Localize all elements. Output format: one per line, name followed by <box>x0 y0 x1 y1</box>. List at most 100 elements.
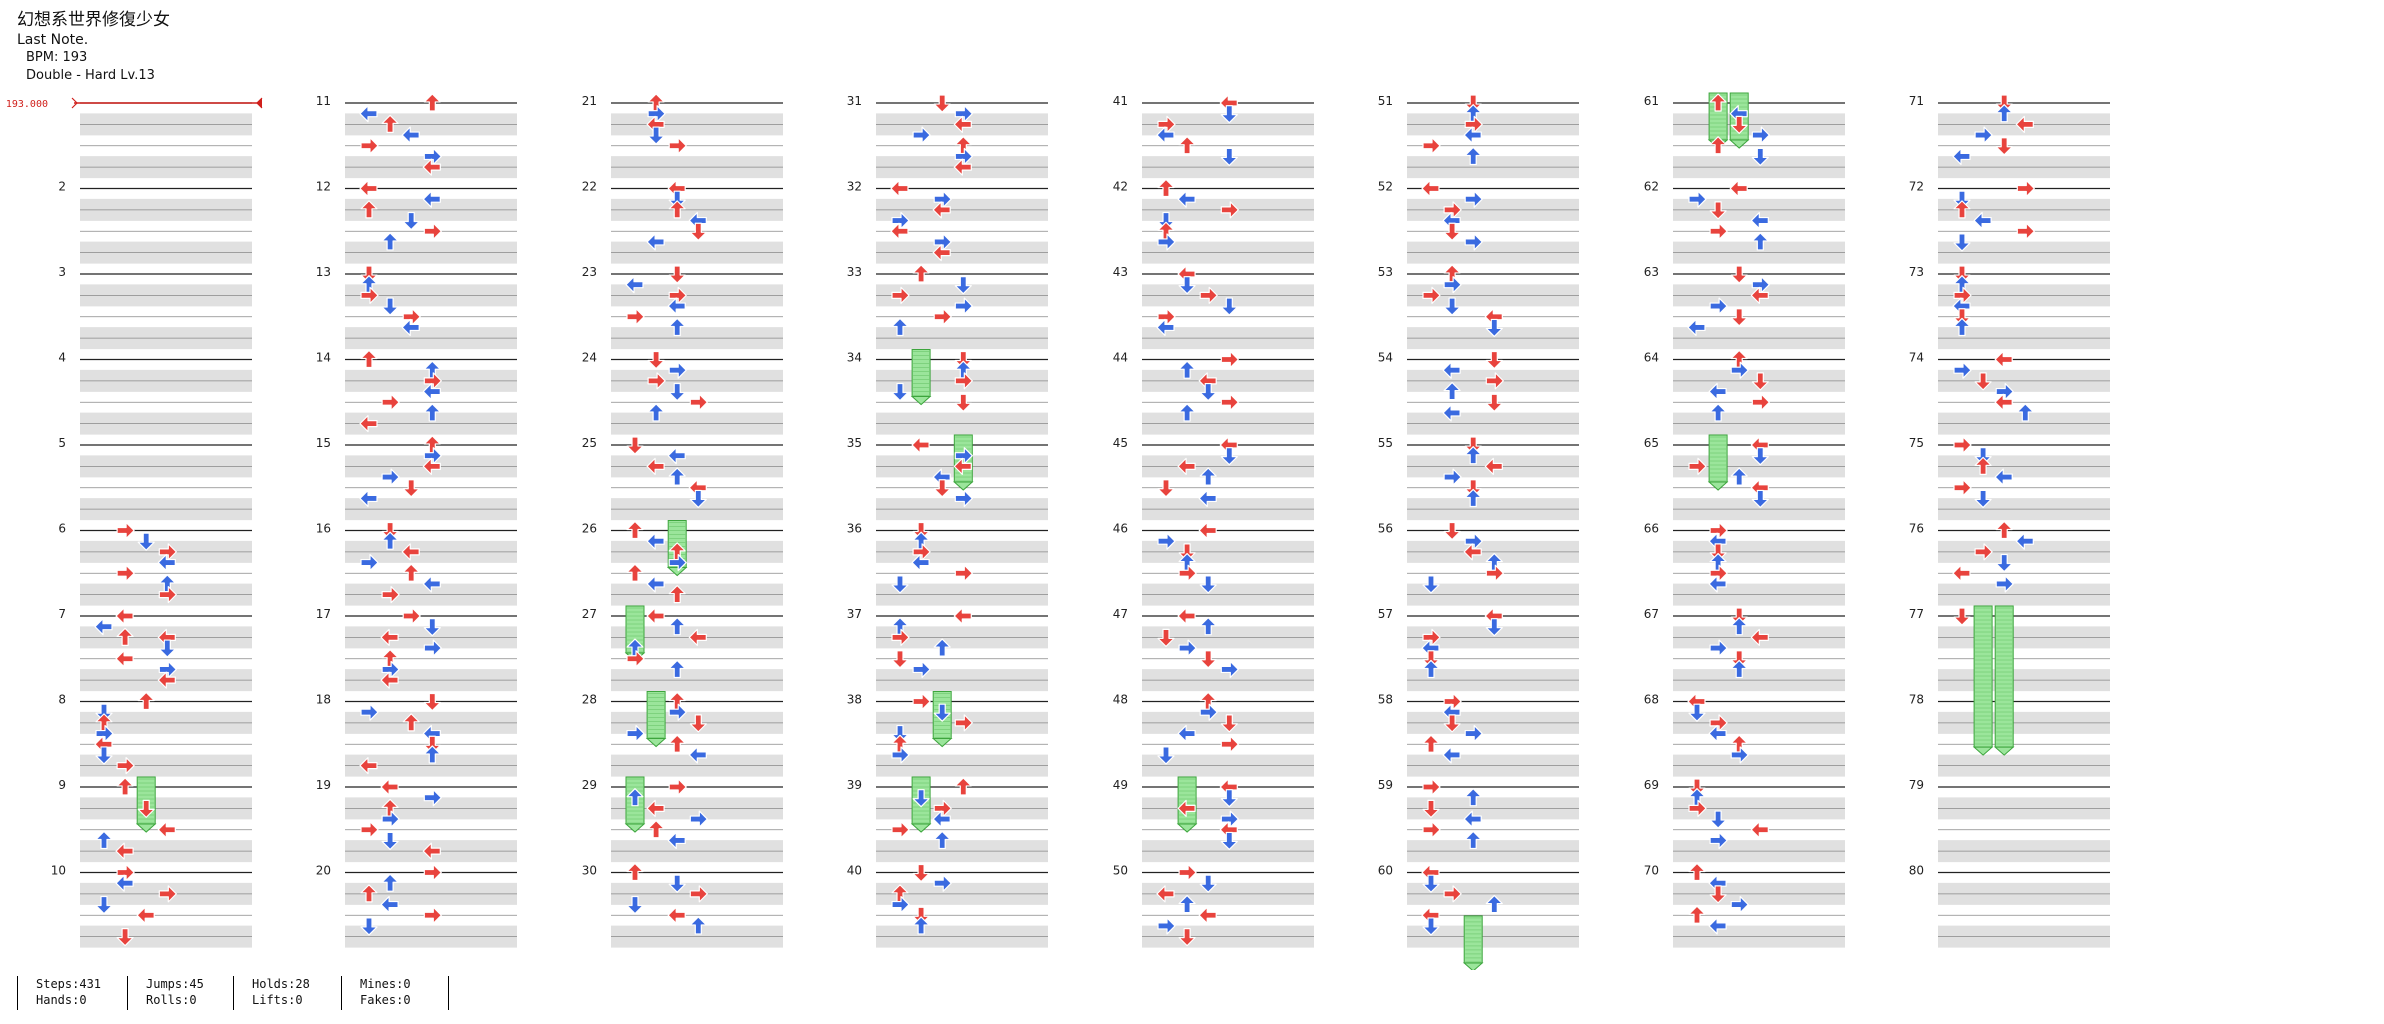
measure-label: 5 <box>58 436 66 450</box>
arrow-note <box>1177 724 1196 743</box>
measure-label: 49 <box>1113 778 1128 792</box>
arrow-note <box>1995 137 2013 156</box>
arrow-note <box>1688 778 1706 797</box>
arrow-note <box>423 692 441 712</box>
measure-label: 71 <box>1909 94 1924 108</box>
arrow-note <box>646 575 665 593</box>
arrow-note <box>668 553 687 572</box>
measure-label: 15 <box>316 436 331 450</box>
stat-lifts: Lifts:0 <box>252 993 303 1007</box>
arrow-note <box>668 265 686 284</box>
arrow-note <box>689 810 708 828</box>
measure-label: 35 <box>847 436 862 450</box>
arrow-note <box>1199 617 1217 636</box>
measure-label: 79 <box>1909 778 1924 792</box>
arrow-note <box>1177 457 1196 475</box>
arrow-note <box>1422 734 1440 753</box>
arrow-note <box>912 789 930 808</box>
arrow-note <box>1953 190 1971 209</box>
measure-label: 31 <box>847 94 862 108</box>
stats-mines-fakes: Mines:0 Fakes:0 <box>341 976 411 1010</box>
arrow-note <box>1709 543 1727 562</box>
arrow-note <box>689 714 707 733</box>
measure-label: 6 <box>58 522 66 536</box>
arrow-note <box>626 563 644 582</box>
measure-label: 28 <box>582 693 597 707</box>
arrow-note <box>668 361 687 379</box>
arrow-note <box>137 532 155 551</box>
measure-label: 39 <box>847 778 862 792</box>
arrow-note <box>891 286 910 304</box>
arrow-note <box>1709 885 1727 904</box>
arrow-note <box>1974 447 1992 466</box>
arrow-note <box>954 564 973 582</box>
hold-note <box>1707 434 1729 491</box>
hold-note <box>1462 915 1484 970</box>
arrow-note <box>1730 607 1748 626</box>
measure-label: 19 <box>316 778 331 792</box>
arrow-note <box>116 564 135 582</box>
arrow-note <box>1178 276 1196 295</box>
arrow-note <box>647 126 665 145</box>
arrow-note <box>1464 94 1482 113</box>
arrow-note <box>646 457 665 475</box>
measure-label: 17 <box>316 607 331 621</box>
arrow-note <box>1422 286 1441 304</box>
measure-label: 7 <box>58 607 66 621</box>
measure-label: 56 <box>1378 522 1393 536</box>
arrow-note <box>1177 190 1196 208</box>
arrow-note <box>890 179 909 198</box>
arrow-note <box>1484 457 1503 475</box>
arrow-note <box>667 831 686 850</box>
arrow-note <box>891 724 909 744</box>
measure-label: 50 <box>1113 864 1128 878</box>
arrow-note <box>1463 126 1482 144</box>
measure-label: 76 <box>1909 522 1924 536</box>
arrow-note <box>1750 628 1769 646</box>
arrow-note <box>668 382 686 402</box>
arrow-note <box>626 895 644 915</box>
arrow-note <box>626 650 645 668</box>
arrow-note <box>423 735 441 754</box>
arrow-note <box>932 810 951 828</box>
arrow-note <box>933 479 951 498</box>
measure-label: 12 <box>316 180 331 194</box>
hold-note <box>1176 776 1198 833</box>
arrow-note <box>1220 105 1238 124</box>
arrow-note <box>158 586 177 604</box>
arrow-note <box>911 436 930 454</box>
arrow-note <box>1751 372 1769 391</box>
arrow-note <box>115 842 134 860</box>
arrow-note <box>423 222 442 240</box>
arrow-note <box>1422 874 1440 893</box>
bpm-value: 193.000 <box>6 99 48 110</box>
arrow-note <box>1199 382 1217 402</box>
arrow-note <box>402 211 420 231</box>
arrow-note <box>1220 393 1239 411</box>
hold-note <box>645 691 667 748</box>
arrow-note <box>1709 639 1728 657</box>
arrow-note <box>1953 233 1971 252</box>
arrow-note <box>647 93 665 112</box>
bpm-tick-left <box>71 97 78 109</box>
arrow-note <box>953 115 972 133</box>
arrow-note <box>668 617 686 636</box>
arrow-note <box>1709 136 1727 155</box>
arrow-note <box>1156 885 1175 903</box>
arrow-note <box>1952 147 1971 166</box>
measure-label: 16 <box>316 522 331 536</box>
arrow-note <box>422 457 441 475</box>
arrow-note <box>1974 543 1993 561</box>
arrow-note <box>1730 467 1748 486</box>
arrow-note <box>2015 532 2034 550</box>
arrow-note <box>626 520 644 540</box>
arrow-note <box>1463 543 1482 561</box>
arrow-note <box>954 393 972 412</box>
arrow-note <box>359 489 378 508</box>
measure-label: 66 <box>1644 522 1659 536</box>
arrow-note <box>954 489 973 508</box>
arrow-note <box>360 884 378 903</box>
arrow-note <box>1220 714 1238 733</box>
arrow-note <box>1953 436 1972 454</box>
arrow-note <box>1199 575 1217 594</box>
